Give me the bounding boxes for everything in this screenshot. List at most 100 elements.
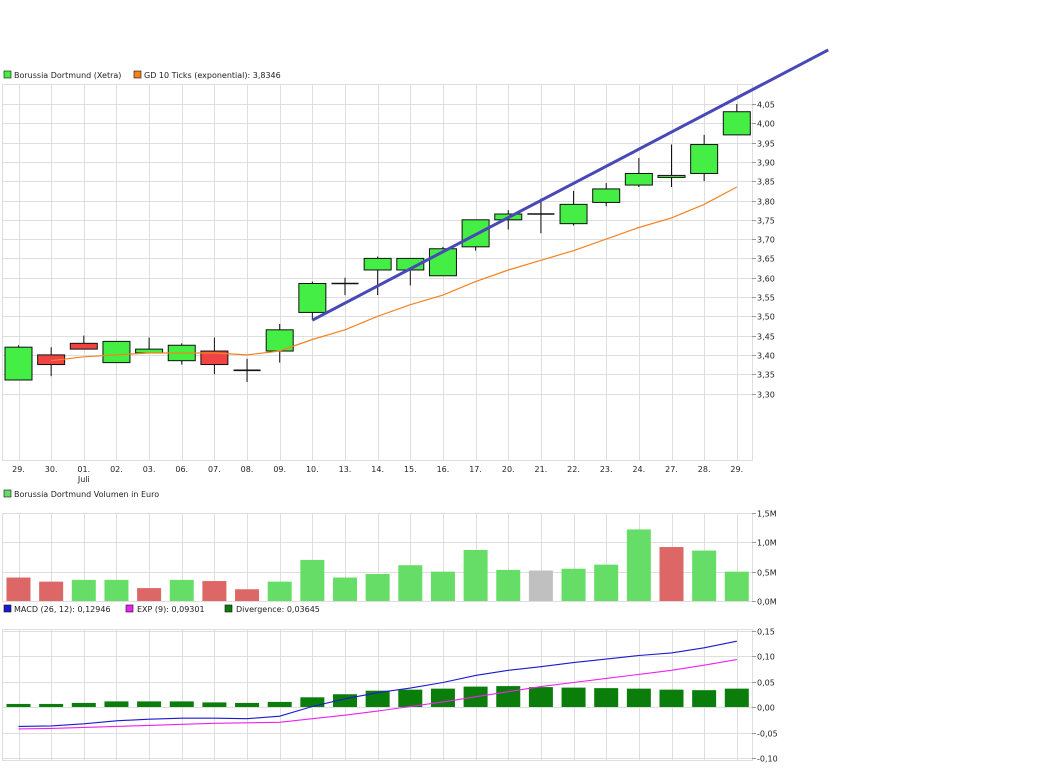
price-x-axis: 29. 30. 01.Juli 02. 03. 06. 07. 08. 09. 10. 13. 14.… (12, 465, 743, 484)
divergence-bar (692, 690, 717, 707)
x-tick-label: 29. (12, 465, 25, 474)
divergence-bar (137, 701, 162, 707)
y-tick-label: -0,10 (757, 755, 778, 764)
x-tick-label: 06. (175, 465, 188, 474)
y-tick-label: 3,30 (757, 391, 775, 400)
x-tick-label: 02. (110, 465, 123, 474)
price-y-axis: 3,30 3,35 3,40 3,45 3,50 3,55 3,60 3,65 3,70 3,75… (752, 101, 775, 400)
y-tick-label: 4,00 (757, 120, 775, 129)
volume-legend-swatch (3, 489, 12, 498)
volume-bar (430, 571, 455, 601)
volume-bar (594, 564, 619, 601)
x-tick-label: 14. (371, 465, 384, 474)
x-tick-label: 15. (404, 465, 417, 474)
candle-body (363, 257, 392, 271)
x-tick-label: 09. (273, 465, 286, 474)
trend-line (311, 48, 829, 322)
x-tick-label: 07. (208, 465, 221, 474)
x-tick-label: 29. (730, 465, 743, 474)
volume-bar (692, 550, 717, 601)
volume-bar (398, 565, 423, 601)
candle-body (37, 354, 66, 366)
signal-line (18, 659, 737, 730)
macd-legend-swatch (3, 604, 12, 613)
macd-panel: -0,10 -0,05 0,00 0,05 0,10 0,15 (2, 628, 778, 764)
divergence-bar (6, 703, 31, 707)
macd-line (18, 640, 737, 727)
volume-bar (235, 589, 260, 601)
y-tick-label: 3,45 (757, 333, 775, 342)
y-tick-label: -0,05 (757, 730, 778, 739)
candle-body (102, 340, 131, 364)
y-tick-label: 1,5M (757, 510, 777, 519)
y-tick-label: 3,80 (757, 198, 775, 207)
x-tick-label: 30. (45, 465, 58, 474)
macd-y-axis: -0,10 -0,05 0,00 0,05 0,10 0,15 (752, 628, 778, 764)
x-tick-label: 27. (665, 465, 678, 474)
y-tick-label: 3,40 (757, 352, 775, 361)
candle-body (298, 282, 327, 313)
y-tick-label: 3,65 (757, 255, 775, 264)
x-tick-label: 01. (77, 465, 90, 474)
volume-bar (463, 549, 488, 601)
volume-bar (300, 559, 325, 601)
volume-bar (267, 581, 292, 601)
x-tick-sublabel: Juli (77, 475, 90, 484)
divergence-legend-label: Divergence: 0,03645 (236, 605, 320, 614)
y-tick-label: 1,0M (757, 539, 777, 548)
y-tick-label: 0,15 (757, 628, 775, 637)
divergence-bar (430, 688, 455, 707)
candle-body (592, 188, 621, 203)
y-tick-label: 3,70 (757, 236, 775, 245)
x-tick-label: 24. (632, 465, 645, 474)
divergence-legend-swatch (224, 604, 233, 613)
divergence-bar (169, 701, 194, 707)
volume-bar (724, 571, 749, 601)
x-tick-label: 10. (306, 465, 319, 474)
volume-bar (365, 574, 390, 601)
volume-bar (6, 577, 31, 601)
y-tick-label: 0,05 (757, 679, 775, 688)
y-tick-label: 3,95 (757, 140, 775, 149)
volume-bar (169, 579, 194, 601)
divergence-bar (496, 686, 521, 707)
volume-bar (137, 588, 162, 601)
candle-body (69, 342, 98, 350)
divergence-bar (104, 701, 129, 707)
x-tick-label: 21. (535, 465, 548, 474)
divergence-bar (71, 702, 96, 707)
volume-bars (6, 529, 749, 601)
y-tick-label: 3,55 (757, 294, 775, 303)
candle-body (4, 346, 33, 381)
sma-legend-label: GD 10 Ticks (exponential): 3,8346 (144, 71, 281, 80)
x-tick-label: 23. (600, 465, 613, 474)
x-tick-label: 28. (698, 465, 711, 474)
divergence-bar (561, 687, 586, 707)
volume-bar (104, 579, 129, 601)
volume-bar (39, 581, 64, 601)
volume-y-axis: 0,0M 0,5M 1,0M 1,5M (752, 510, 777, 607)
divergence-bar (267, 701, 292, 707)
y-tick-label: 3,85 (757, 178, 775, 187)
x-tick-label: 03. (143, 465, 156, 474)
macd-grid (2, 629, 753, 761)
candle-body (200, 350, 229, 366)
y-tick-label: 4,05 (757, 101, 775, 110)
x-tick-label: 17. (469, 465, 482, 474)
volume-bar (496, 569, 521, 601)
sma-legend-swatch (133, 70, 142, 79)
divergence-bar (724, 688, 749, 707)
volume-bar (626, 529, 651, 601)
volume-bar (202, 581, 227, 601)
candle-body (722, 111, 751, 136)
macd-legend-label: MACD (26, 12): 0,12946 (14, 605, 111, 614)
y-tick-label: 3,50 (757, 313, 775, 322)
divergence-bar (528, 687, 553, 707)
y-tick-label: 3,90 (757, 159, 775, 168)
y-tick-label: 0,0M (757, 598, 777, 607)
sma-line (51, 186, 738, 362)
volume-bar (528, 570, 553, 601)
price-panel: 3,30 3,35 3,40 3,45 3,50 3,55 3,60 3,65 3,70 3,75… (2, 48, 829, 484)
volume-bar (659, 547, 684, 601)
